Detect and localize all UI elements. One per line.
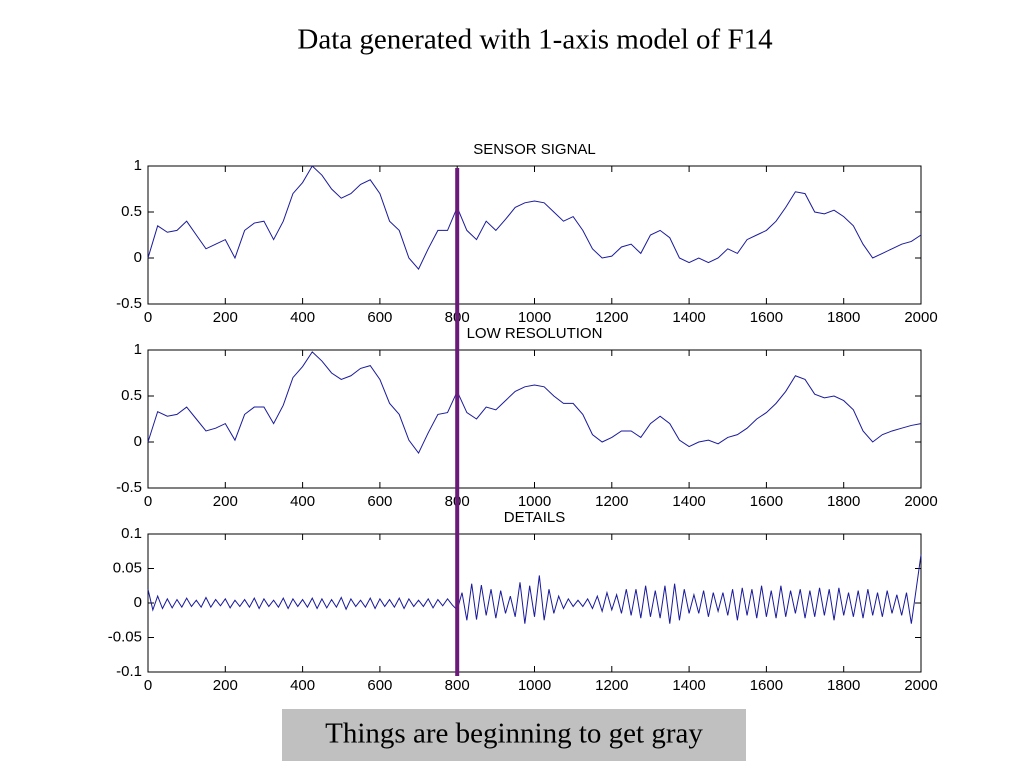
y-tick-label: -0.05 — [108, 628, 142, 645]
x-tick-label: 1400 — [672, 493, 705, 510]
x-tick-label: 1200 — [595, 677, 628, 694]
x-tick-label: 1000 — [518, 309, 551, 326]
chart-title: DETAILS — [504, 509, 565, 526]
x-tick-label: 600 — [367, 677, 392, 694]
y-tick-label: 1 — [134, 341, 142, 358]
chart-title: LOW RESOLUTION — [467, 325, 603, 342]
slide-title: Data generated with 1-axis model of F14 — [297, 24, 773, 56]
x-tick-label: 1800 — [827, 493, 860, 510]
y-tick-label: -0.5 — [116, 295, 142, 312]
x-tick-label: 800 — [445, 677, 470, 694]
y-tick-label: 0.5 — [121, 203, 142, 220]
x-tick-label: 1200 — [595, 309, 628, 326]
x-tick-label: 1400 — [672, 309, 705, 326]
plot-area — [147, 349, 922, 489]
signal-line — [147, 554, 922, 624]
plot-area — [147, 165, 922, 305]
x-tick-label: 400 — [290, 493, 315, 510]
x-tick-label: 1600 — [750, 309, 783, 326]
x-tick-label: 2000 — [904, 309, 937, 326]
y-tick-label: 0.1 — [121, 525, 142, 542]
x-tick-label: 600 — [367, 493, 392, 510]
x-tick-label: 1800 — [827, 309, 860, 326]
y-tick-label: 0.5 — [121, 387, 142, 404]
x-tick-label: 1800 — [827, 677, 860, 694]
x-tick-label: 400 — [290, 309, 315, 326]
chart-title: SENSOR SIGNAL — [473, 141, 596, 158]
x-tick-label: 2000 — [904, 493, 937, 510]
x-tick-label: 1400 — [672, 677, 705, 694]
signal-line — [147, 165, 922, 270]
x-tick-label: 0 — [144, 493, 152, 510]
x-tick-label: 0 — [144, 309, 152, 326]
x-tick-label: 1000 — [518, 677, 551, 694]
y-tick-label: 1 — [134, 157, 142, 174]
x-tick-label: 200 — [213, 493, 238, 510]
x-tick-label: 400 — [290, 677, 315, 694]
x-tick-label: 2000 — [904, 677, 937, 694]
plot-area — [147, 533, 922, 673]
x-tick-label: 1200 — [595, 493, 628, 510]
y-tick-label: 0.05 — [113, 559, 142, 576]
x-tick-label: 1000 — [518, 493, 551, 510]
signal-line — [147, 351, 922, 455]
caption-box — [282, 709, 746, 761]
x-tick-label: 1600 — [750, 677, 783, 694]
x-tick-label: 200 — [213, 309, 238, 326]
x-tick-label: 600 — [367, 309, 392, 326]
x-tick-label: 0 — [144, 677, 152, 694]
y-tick-label: -0.1 — [116, 663, 142, 680]
x-tick-label: 200 — [213, 677, 238, 694]
y-tick-label: 0 — [134, 249, 142, 266]
x-tick-label: 1600 — [750, 493, 783, 510]
y-tick-label: -0.5 — [116, 479, 142, 496]
y-tick-label: 0 — [134, 594, 142, 611]
caption: Things are beginning to get gray — [325, 718, 703, 750]
y-tick-label: 0 — [134, 433, 142, 450]
